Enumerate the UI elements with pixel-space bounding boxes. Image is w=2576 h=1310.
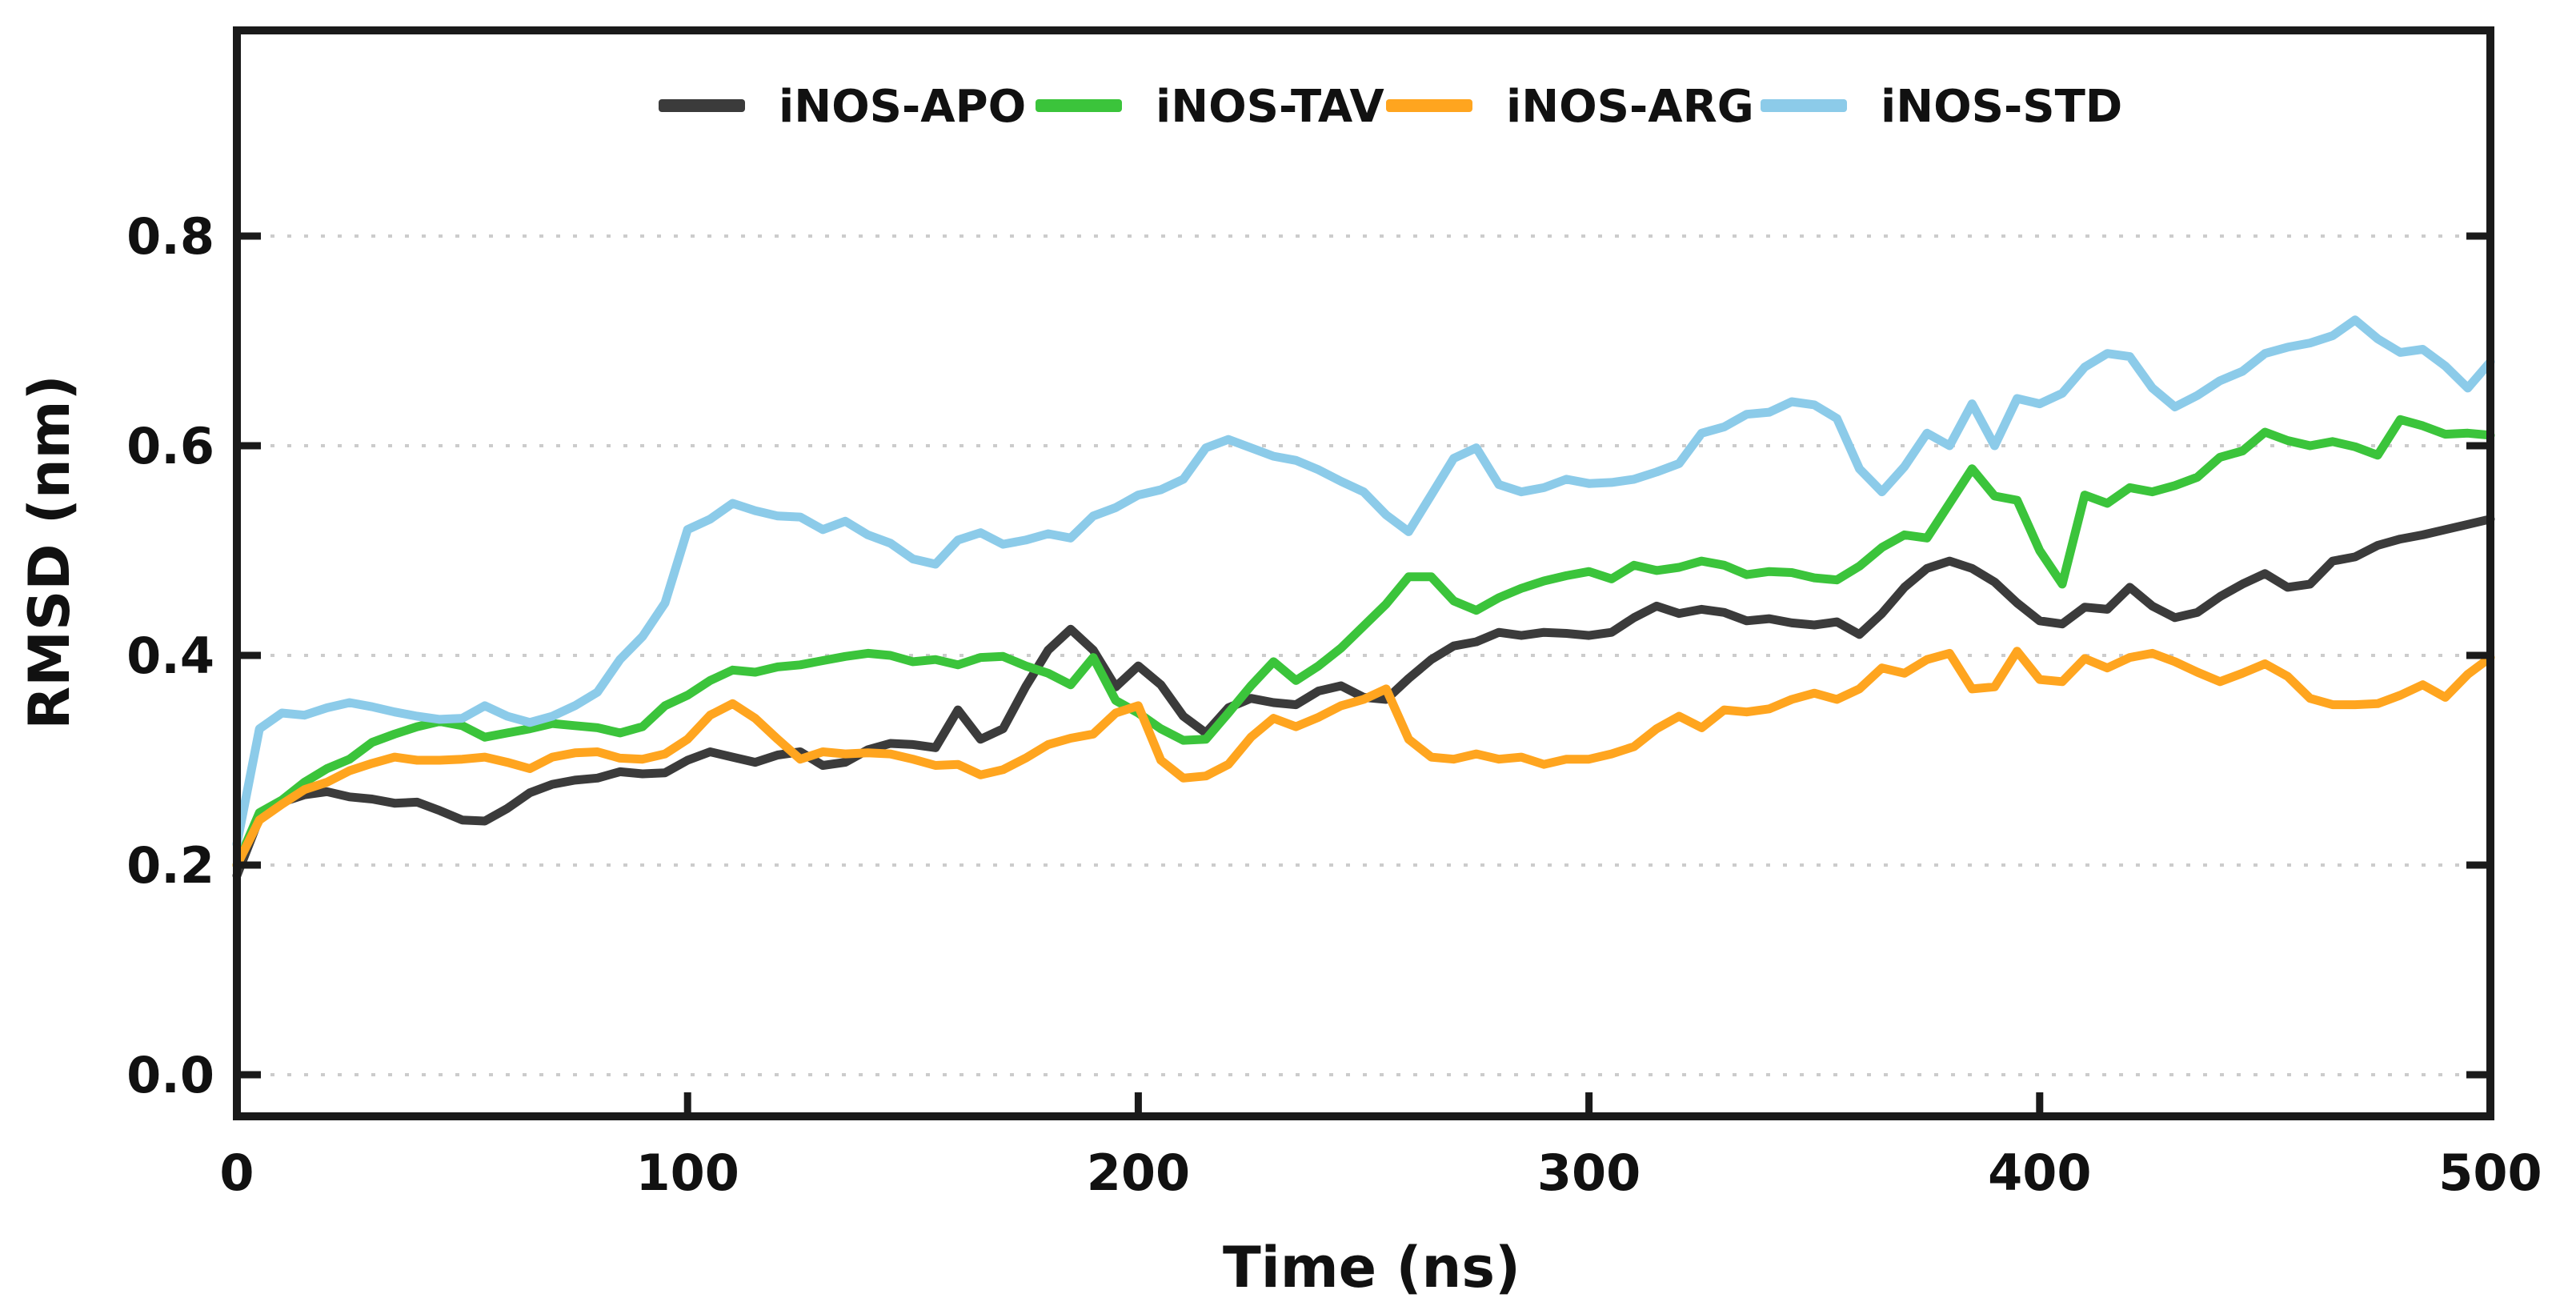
legend: iNOS-APO iNOS-TAV iNOS-ARG iNOS-STD bbox=[659, 81, 2122, 133]
x-tick-label-0: 0 bbox=[219, 1144, 254, 1202]
legend-label-inos-apo: iNOS-APO bbox=[779, 81, 1026, 133]
y-tick-label-0.6: 0.6 bbox=[126, 417, 214, 475]
gridlines bbox=[237, 234, 2490, 1076]
y-axis-title: RMSD (nm) bbox=[17, 375, 82, 729]
axis-ticks bbox=[233, 232, 2494, 1116]
legend-swatch-inos-arg bbox=[1386, 99, 1472, 112]
x-tick-label-500: 500 bbox=[2438, 1144, 2542, 1202]
legend-label-inos-std: iNOS-STD bbox=[1881, 81, 2122, 133]
x-tick-labels: 0 100 200 300 400 500 bbox=[219, 1144, 2542, 1202]
data-series bbox=[232, 315, 2495, 880]
legend-item-inos-tav: iNOS-TAV bbox=[1036, 81, 1384, 133]
y-tick-label-0.0: 0.0 bbox=[126, 1046, 214, 1104]
legend-item-inos-apo: iNOS-APO bbox=[659, 81, 1026, 133]
y-tick-label-0.4: 0.4 bbox=[126, 627, 214, 685]
x-axis-title: Time (ns) bbox=[1223, 1235, 1520, 1300]
y-tick-label-0.2: 0.2 bbox=[126, 836, 214, 895]
x-tick-label-200: 200 bbox=[1087, 1144, 1190, 1202]
x-tick-label-300: 300 bbox=[1537, 1144, 1641, 1202]
legend-swatch-inos-std bbox=[1761, 99, 1847, 112]
legend-swatch-inos-apo bbox=[659, 99, 745, 112]
legend-label-inos-arg: iNOS-ARG bbox=[1506, 81, 1754, 133]
series-line-inos-arg bbox=[232, 647, 2495, 870]
y-tick-labels: 0.0 0.2 0.4 0.6 0.8 bbox=[126, 207, 214, 1104]
series-line-inos-tav bbox=[232, 415, 2495, 870]
legend-label-inos-tav: iNOS-TAV bbox=[1156, 81, 1384, 133]
x-tick-label-400: 400 bbox=[1988, 1144, 2091, 1202]
x-tick-label-100: 100 bbox=[635, 1144, 739, 1202]
legend-item-inos-arg: iNOS-ARG bbox=[1386, 81, 1754, 133]
series-line-inos-std bbox=[232, 315, 2495, 849]
y-tick-label-0.8: 0.8 bbox=[126, 207, 214, 266]
legend-swatch-inos-tav bbox=[1036, 99, 1122, 112]
legend-item-inos-std: iNOS-STD bbox=[1761, 81, 2122, 133]
plot-frame bbox=[233, 26, 2494, 1120]
